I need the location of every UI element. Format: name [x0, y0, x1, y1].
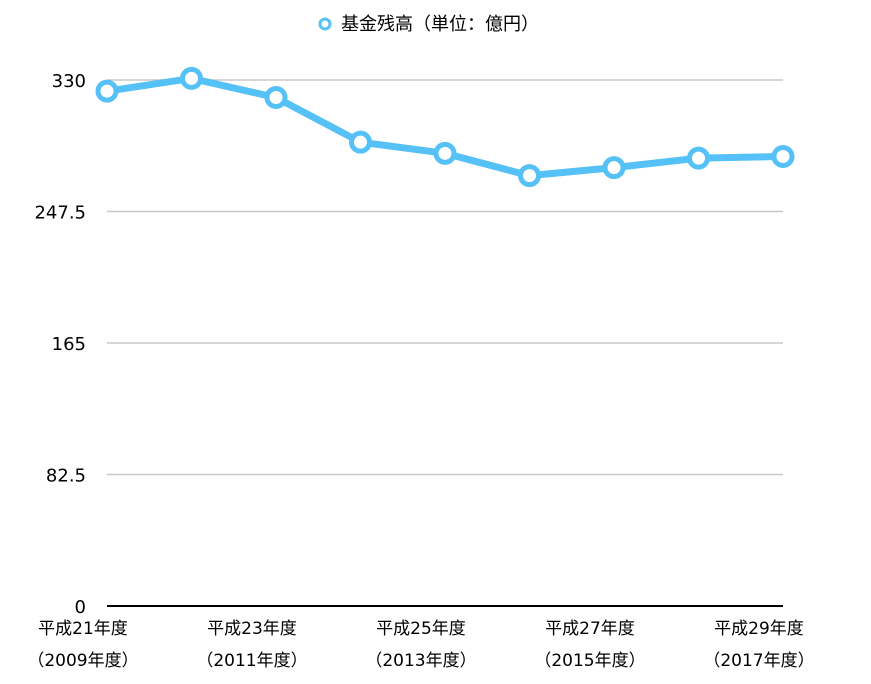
x-tick-label: 平成23年度: [207, 619, 297, 639]
data-point: [180, 66, 203, 90]
series: [95, 66, 795, 188]
x-axis-ticks: 平成21年度 （2009年度） 平成23年度 （2011年度） 平成25年度 （2013年…: [27, 619, 814, 671]
data-point: [771, 145, 795, 169]
x-tick-label: 平成27年度: [545, 619, 635, 639]
x-tick-label: 平成25年度: [376, 619, 466, 639]
data-point: [602, 156, 626, 180]
data-point: [518, 164, 541, 188]
x-tick-sublabel: （2013年度）: [365, 651, 476, 671]
x-tick-sublabel: （2011年度）: [196, 651, 307, 671]
y-tick-label: 165: [52, 334, 86, 355]
legend-label: 基金残高（単位：億円）: [341, 14, 539, 35]
legend-marker: [318, 17, 332, 31]
y-tick-label: 247.5: [34, 203, 86, 224]
data-point: [95, 79, 119, 103]
x-tick-sublabel: （2009年度）: [27, 651, 138, 671]
y-tick-label: 82.5: [46, 466, 86, 487]
data-point: [264, 86, 288, 110]
legend: 基金残高（単位：億円）: [318, 14, 539, 35]
gridlines: [107, 79, 783, 607]
x-tick-sublabel: （2015年度）: [534, 651, 645, 671]
y-tick-label: 0: [75, 597, 86, 618]
data-point: [687, 146, 710, 170]
data-point: [433, 141, 457, 165]
x-tick-label: 平成21年度: [38, 619, 128, 639]
y-axis-ticks: 0 82.5 165 247.5 330: [34, 71, 86, 618]
data-point: [349, 130, 372, 154]
x-tick-sublabel: （2017年度）: [703, 651, 814, 671]
y-tick-label: 330: [52, 71, 86, 92]
x-tick-label: 平成29年度: [714, 619, 804, 639]
